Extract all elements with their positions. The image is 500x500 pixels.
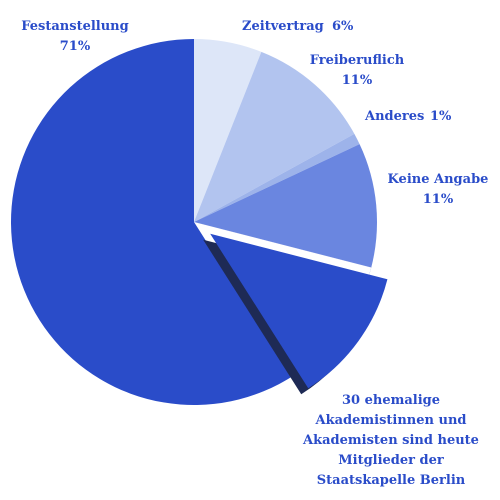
- annotation-line-2: Akademistinnen und: [315, 413, 467, 428]
- slice-label-anderes: Anderes: [364, 109, 424, 124]
- pie-slice-freiberuflich: [194, 51, 355, 222]
- highlight-wedge: [210, 233, 388, 389]
- highlight-wedge-group: [194, 222, 388, 395]
- slice-value-keine-angabe: 11%: [423, 192, 454, 207]
- slice-label-freiberuflich: Freiberuflich: [310, 53, 405, 68]
- slice-value-freiberuflich: 11%: [342, 73, 373, 88]
- slice-label-festanstellung: Festanstellung: [21, 19, 128, 34]
- annotation-line-5: Staatskapelle Berlin: [317, 473, 466, 488]
- pie-slice-anderes: [194, 133, 360, 222]
- annotation-line-4: Mitglieder der: [338, 453, 444, 468]
- slice-label-keine-angabe: Keine Angabe: [388, 172, 489, 187]
- slice-value-zeitvertrag: 6%: [332, 19, 354, 34]
- pie-slice-zeitvertrag: [194, 39, 262, 222]
- slice-label-zeitvertrag: Zeitvertrag: [242, 19, 324, 34]
- slice-value-anderes: 1%: [430, 109, 452, 124]
- pie-slice-keine-angabe: [194, 144, 377, 268]
- annotation-line-1: 30 ehemalige: [342, 393, 440, 408]
- annotation-line-3: Akademisten sind heute: [302, 433, 479, 448]
- slice-value-festanstellung: 71%: [60, 39, 91, 54]
